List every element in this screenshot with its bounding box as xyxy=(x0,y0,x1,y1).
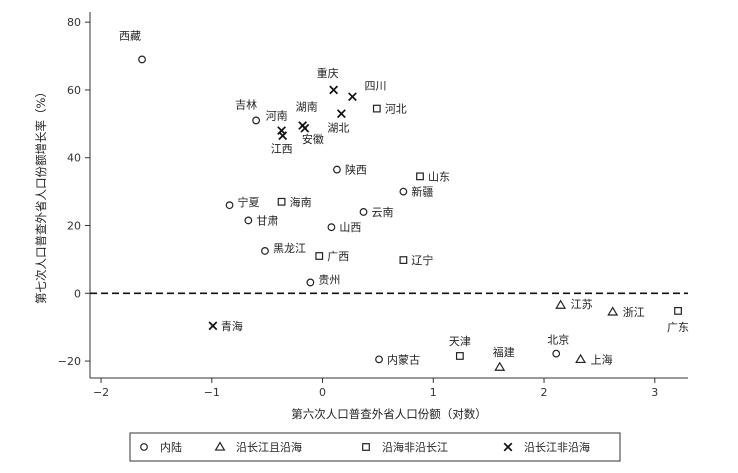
data-point-circle xyxy=(138,55,146,64)
legend-marker-circle xyxy=(140,443,148,451)
data-point-circle xyxy=(552,349,561,358)
point-label: 贵州 xyxy=(318,273,340,286)
legend-marker-x xyxy=(503,442,513,452)
y-tick-label: 0 xyxy=(74,287,81,300)
data-point-square xyxy=(416,172,424,181)
y-tick-label: 40 xyxy=(67,152,81,165)
point-label: 浙江 xyxy=(623,306,645,319)
point-label: 江西 xyxy=(271,143,293,156)
point-label: 辽宁 xyxy=(411,253,433,267)
point-label: 上海 xyxy=(591,352,613,366)
legend-label: 沿长江非沿海 xyxy=(524,440,590,454)
legend-marker-triangle xyxy=(214,441,226,451)
point-label: 宁夏 xyxy=(238,195,260,209)
x-tick-label: −1 xyxy=(204,386,220,399)
x-tick-label: 0 xyxy=(319,386,326,399)
data-point-x xyxy=(348,92,357,102)
point-label: 吉林 xyxy=(235,97,257,111)
data-point-x xyxy=(336,109,346,119)
data-point-circle xyxy=(306,278,315,287)
point-label: 湖北 xyxy=(327,122,349,135)
point-label: 山东 xyxy=(428,170,450,183)
y-tick-label: −20 xyxy=(58,355,81,368)
x-axis-title: 第六次人口普查外省人口份额（对数） xyxy=(291,407,487,421)
y-axis-title: 第七次人口普查外省人口份额增长率（%） xyxy=(34,86,48,304)
data-point-square xyxy=(372,104,381,113)
y-tick-label: 20 xyxy=(67,220,81,233)
point-label: 安徽 xyxy=(302,132,324,146)
data-point-circle xyxy=(244,216,253,225)
data-point-x xyxy=(208,321,218,331)
data-point-circle xyxy=(333,165,341,174)
point-label: 重庆 xyxy=(317,66,339,80)
x-tick-label: 3 xyxy=(651,386,658,399)
point-label: 黑龙江 xyxy=(273,242,306,255)
point-label: 云南 xyxy=(372,206,394,219)
data-point-square xyxy=(674,307,682,315)
point-label: 湖南 xyxy=(296,101,318,114)
data-point-circle xyxy=(261,247,269,255)
data-point-x xyxy=(300,123,310,133)
point-label: 新疆 xyxy=(411,185,433,199)
point-label: 海南 xyxy=(290,195,312,209)
point-label: 广西 xyxy=(327,250,349,263)
legend: 内陆 沿长江且沿海 沿海非沿长江 沿长江非沿海 xyxy=(129,432,621,462)
x-tick-label: 2 xyxy=(541,386,548,399)
data-point-square xyxy=(399,256,408,264)
legend-label: 沿海非沿长江 xyxy=(382,440,448,454)
point-label: 山西 xyxy=(339,221,361,234)
point-label: 陕西 xyxy=(345,163,367,177)
y-tick-label: 60 xyxy=(67,84,81,97)
legend-box xyxy=(129,432,621,462)
point-label: 天津 xyxy=(449,335,471,348)
data-point-triangle xyxy=(607,306,619,316)
data-point-circle xyxy=(252,116,261,125)
data-points xyxy=(138,55,682,371)
point-label: 河北 xyxy=(385,103,407,116)
data-point-square xyxy=(315,252,324,260)
point-label: 内蒙古 xyxy=(387,352,420,366)
point-label: 青海 xyxy=(221,319,243,333)
axes: −2 −1 0 1 2 3 −20 0 20 40 60 80 第六次人口普查外省人口份额（对数） 第七次… xyxy=(34,12,688,421)
data-point-circle xyxy=(327,223,336,232)
data-point-circle xyxy=(225,201,234,210)
x-tick-label: 1 xyxy=(430,386,437,399)
point-label: 河南 xyxy=(266,110,288,123)
point-label: 北京 xyxy=(547,333,569,347)
point-label: 西藏 xyxy=(119,29,141,42)
data-point-x xyxy=(278,131,288,141)
point-label: 四川 xyxy=(364,80,386,93)
data-point-triangle xyxy=(555,299,567,309)
legend-label: 沿长江且沿海 xyxy=(236,440,302,454)
point-label: 广东 xyxy=(667,321,689,334)
data-point-circle xyxy=(359,208,368,216)
x-tick-label: −2 xyxy=(93,386,109,399)
data-point-square xyxy=(455,352,464,360)
data-point-circle xyxy=(399,187,408,196)
point-label: 甘肃 xyxy=(256,214,278,227)
point-label: 江苏 xyxy=(571,298,593,311)
legend-label: 内陆 xyxy=(160,440,182,454)
data-point-x xyxy=(329,85,339,95)
point-label: 福建 xyxy=(493,345,515,359)
data-point-triangle xyxy=(575,353,587,364)
data-point-circle xyxy=(375,355,383,364)
y-tick-label: 80 xyxy=(67,16,81,29)
data-point-triangle xyxy=(494,361,506,371)
data-point-square xyxy=(277,197,286,206)
legend-marker-square xyxy=(362,443,370,451)
